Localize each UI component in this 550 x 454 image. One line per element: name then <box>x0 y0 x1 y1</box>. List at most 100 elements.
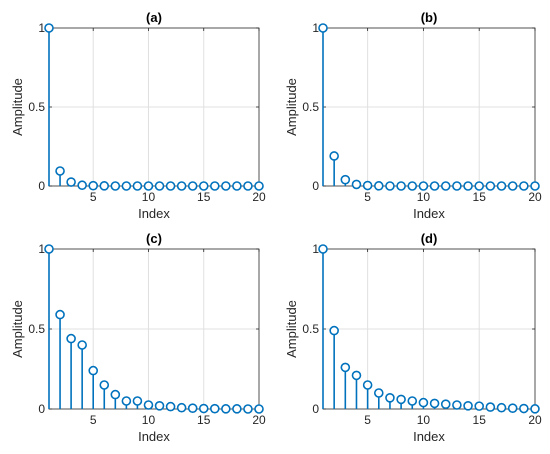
x-tick-label: 20 <box>252 190 266 204</box>
x-axis-label: Index <box>413 206 445 221</box>
stem-marker <box>340 174 351 185</box>
stem-marker <box>232 404 242 414</box>
stem-marker <box>340 362 351 373</box>
stem-marker <box>507 181 518 191</box>
stem-marker <box>474 181 485 191</box>
stem-marker <box>209 403 220 414</box>
stem-marker <box>452 181 462 191</box>
stem-marker <box>385 181 395 191</box>
stem-marker <box>221 181 231 191</box>
stem-marker <box>373 181 384 191</box>
stem-marker <box>318 244 328 254</box>
stem-marker <box>66 177 76 187</box>
y-tick-label: 1 <box>312 242 319 256</box>
subplot-1: 5 10 15 20 0 0.5 1 (a) Index Amplitude <box>10 10 266 221</box>
x-axis-label: Index <box>138 429 170 444</box>
stem-marker <box>88 180 99 191</box>
chart-title: (d) <box>421 231 438 246</box>
stem-marker <box>198 181 209 191</box>
y-tick-label: 0 <box>38 179 45 193</box>
stem-marker <box>351 179 362 190</box>
stem-marker <box>221 404 231 414</box>
y-tick-label: 0.5 <box>302 322 319 336</box>
y-axis-label: Amplitude <box>10 300 25 358</box>
stem-marker <box>55 166 65 176</box>
subplot-4: 5 10 15 20 0 0.5 1 (d) Index Amplitude <box>284 231 542 444</box>
stem-marker <box>143 181 154 191</box>
stem-marker <box>209 181 220 191</box>
stem-marker <box>121 181 132 191</box>
x-tick-label: 10 <box>142 413 156 427</box>
stem-marker <box>362 180 373 191</box>
stem-marker <box>132 181 143 191</box>
stem-marker <box>407 181 418 191</box>
stem-marker <box>232 181 242 191</box>
x-tick-label: 5 <box>90 413 97 427</box>
x-tick-label: 15 <box>473 190 487 204</box>
stem-marker <box>187 181 198 191</box>
subplot-3: 5 10 15 20 0 0.5 1 (c) Index Amplitude <box>10 231 266 444</box>
stem-marker <box>485 181 496 191</box>
y-axis-label: Amplitude <box>284 78 299 136</box>
x-tick-label: 10 <box>417 190 431 204</box>
y-axis-label: Amplitude <box>284 300 299 358</box>
y-tick-label: 0.5 <box>28 322 45 336</box>
x-tick-label: 20 <box>528 413 542 427</box>
stem-marker <box>176 181 187 191</box>
stem-marker <box>176 402 187 413</box>
stem-marker <box>373 388 384 398</box>
stem-marker <box>154 400 165 411</box>
x-tick-label: 15 <box>473 413 487 427</box>
stem-marker <box>396 181 406 191</box>
stem-marker <box>329 151 339 161</box>
stem-marker <box>110 389 121 400</box>
stem-marker <box>187 403 198 414</box>
y-tick-label: 0.5 <box>28 100 45 114</box>
stem-marker <box>496 402 507 413</box>
stem-marker <box>418 397 429 408</box>
y-tick-label: 0 <box>312 402 319 416</box>
x-tick-label: 15 <box>197 413 211 427</box>
stem-marker <box>385 392 395 403</box>
chart-title: (a) <box>146 10 162 25</box>
y-tick-label: 1 <box>38 242 45 256</box>
stem-marker <box>519 181 529 191</box>
y-tick-label: 1 <box>312 21 319 35</box>
stem-marker <box>463 181 473 191</box>
x-tick-label: 5 <box>364 413 371 427</box>
stem-marker <box>44 244 54 254</box>
y-axis-label: Amplitude <box>10 78 25 136</box>
stem-marker <box>254 404 264 414</box>
stem-marker <box>519 403 529 414</box>
y-tick-label: 0.5 <box>302 100 319 114</box>
stem-marker <box>243 181 253 191</box>
stem-marker <box>329 325 339 336</box>
stem-marker <box>99 380 110 390</box>
stem-marker <box>77 340 87 350</box>
stem-marker <box>530 181 540 191</box>
stem-marker <box>440 399 451 410</box>
chart-title: (c) <box>146 231 162 246</box>
stem-marker <box>55 309 65 320</box>
stem-marker <box>99 181 110 191</box>
stem-marker <box>121 396 132 406</box>
stem-marker <box>429 398 440 409</box>
stem-marker <box>507 403 518 414</box>
stem-marker <box>44 23 54 33</box>
stem-marker <box>530 404 540 414</box>
y-tick-label: 0 <box>38 402 45 416</box>
stem-marker <box>143 400 154 410</box>
stem-marker <box>77 180 87 191</box>
stem-marker <box>496 181 507 191</box>
stem-marker <box>165 401 176 412</box>
x-tick-label: 20 <box>252 413 266 427</box>
stem-marker <box>198 403 209 414</box>
stem-marker <box>88 365 99 376</box>
stem-marker <box>463 400 473 411</box>
stem-marker <box>154 181 165 191</box>
subplot-2: 5 10 15 20 0 0.5 1 (b) Index Amplitude <box>284 10 542 221</box>
x-tick-label: 10 <box>142 190 156 204</box>
x-tick-label: 20 <box>528 190 542 204</box>
stem-marker <box>418 181 429 191</box>
y-tick-label: 1 <box>38 21 45 35</box>
